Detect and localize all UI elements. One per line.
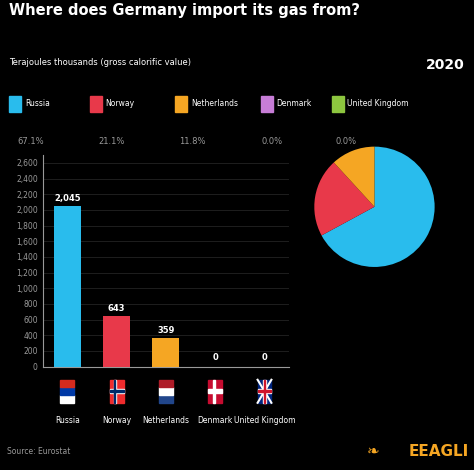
- Text: 643: 643: [108, 304, 125, 313]
- Text: Terajoules thousands (gross calorific value): Terajoules thousands (gross calorific va…: [9, 58, 191, 67]
- Bar: [208, 389, 222, 393]
- Text: 11.8%: 11.8%: [179, 136, 205, 146]
- Bar: [109, 389, 124, 393]
- Text: 0: 0: [262, 353, 267, 362]
- Text: Netherlands: Netherlands: [191, 99, 238, 108]
- Text: United Kingdom: United Kingdom: [347, 99, 409, 108]
- Bar: [213, 380, 215, 403]
- Bar: [103, 316, 130, 367]
- Wedge shape: [321, 147, 435, 267]
- Text: Russia: Russia: [55, 416, 80, 425]
- Bar: [175, 96, 187, 112]
- Bar: [109, 380, 124, 403]
- Text: United Kingdom: United Kingdom: [234, 416, 295, 425]
- Text: Denmark: Denmark: [198, 416, 233, 425]
- Bar: [257, 389, 272, 393]
- Bar: [261, 96, 273, 112]
- Bar: [114, 380, 116, 403]
- Bar: [332, 96, 344, 112]
- Text: Norway: Norway: [106, 99, 135, 108]
- Bar: [208, 380, 222, 403]
- Text: 359: 359: [157, 326, 174, 336]
- Text: 21.1%: 21.1%: [98, 136, 125, 146]
- Wedge shape: [334, 147, 374, 207]
- Bar: [152, 338, 180, 367]
- Bar: [257, 380, 272, 403]
- Text: Denmark: Denmark: [276, 99, 311, 108]
- Bar: [159, 380, 173, 387]
- Text: Source: Eurostat: Source: Eurostat: [7, 446, 71, 456]
- Text: 67.1%: 67.1%: [18, 136, 44, 146]
- Text: Netherlands: Netherlands: [142, 416, 190, 425]
- Text: 0.0%: 0.0%: [336, 136, 356, 146]
- Bar: [60, 395, 74, 403]
- Bar: [60, 380, 74, 387]
- Bar: [114, 380, 116, 403]
- Text: Norway: Norway: [102, 416, 131, 425]
- Text: ❧: ❧: [366, 444, 379, 459]
- Bar: [159, 395, 173, 403]
- Text: 2,045: 2,045: [54, 194, 81, 203]
- Bar: [90, 96, 102, 112]
- Text: Where does Germany import its gas from?: Where does Germany import its gas from?: [9, 3, 361, 18]
- Bar: [159, 387, 173, 395]
- Bar: [257, 390, 272, 392]
- Bar: [264, 380, 265, 403]
- Text: 2020: 2020: [426, 58, 465, 72]
- Text: 0.0%: 0.0%: [262, 136, 283, 146]
- Bar: [60, 387, 74, 395]
- Bar: [109, 390, 124, 392]
- Text: EEAGLI: EEAGLI: [409, 444, 469, 459]
- Text: 0: 0: [212, 353, 218, 362]
- Wedge shape: [314, 163, 374, 235]
- Bar: [9, 96, 21, 112]
- Bar: [263, 380, 266, 403]
- Text: Russia: Russia: [25, 99, 50, 108]
- Bar: [54, 206, 81, 367]
